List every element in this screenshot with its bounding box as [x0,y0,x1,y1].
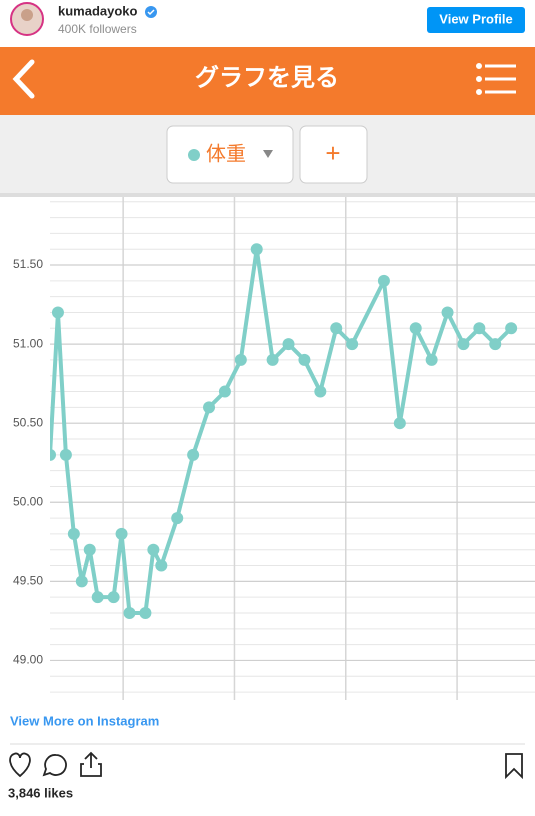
data-point [409,322,422,335]
save-icon[interactable] [505,753,523,780]
data-point [377,274,390,287]
data-point [107,591,120,604]
data-point [187,448,200,461]
data-point [282,338,295,351]
data-point [91,591,104,604]
data-point [83,543,96,556]
data-point [250,243,263,256]
data-point [457,338,470,351]
toolbar-shadow [0,193,535,197]
data-point [203,401,216,414]
data-point [330,322,343,335]
followers: 400K followers [58,22,137,36]
add-label[interactable]: + [325,138,340,168]
data-point [171,512,184,525]
y-tick-label: 51.50 [13,257,43,271]
view-profile-button[interactable] [427,7,525,33]
series-dot [188,149,200,161]
data-point [67,527,80,540]
data-point [441,306,454,319]
data-point [218,385,231,398]
y-tick-label: 49.00 [13,653,43,667]
data-point [393,417,406,430]
share-icon[interactable] [80,751,102,777]
data-point [115,527,128,540]
chart: 49.00 49.50 50.00 50.50 51.00 51.50 [13,197,535,700]
data-point [489,338,502,351]
avatar-face [21,9,33,21]
verified-check [147,9,155,16]
data-point [473,322,486,335]
view-more-link[interactable]: View More on Instagram [10,713,159,728]
data-point [139,607,152,620]
plot-area [50,243,518,620]
data-point [425,353,438,366]
series-line [50,247,513,616]
series-name[interactable]: 体重 [206,142,246,165]
data-point [75,575,88,588]
view-profile-label[interactable]: View Profile [439,11,512,26]
data-point [314,385,327,398]
data-point [346,338,359,351]
comment-icon[interactable] [42,754,67,777]
data-point [298,353,311,366]
series-dropdown[interactable] [166,125,294,184]
y-tick-label: 50.00 [13,494,43,508]
data-point [50,448,56,461]
app-title: グラフを見る [195,64,339,91]
y-tick-label: 50.50 [13,415,43,429]
add-button[interactable] [299,125,368,184]
likes: 3,846 likes [8,785,73,800]
data-point [234,353,247,366]
y-tick-label: 49.50 [13,574,43,588]
data-point [266,353,279,366]
data-point [123,607,136,620]
menu-icon[interactable] [476,63,517,95]
like-icon[interactable] [9,752,31,778]
y-tick-label: 51.00 [13,336,43,350]
back-icon[interactable] [12,59,35,99]
data-point [51,306,64,319]
data-point [59,448,72,461]
data-point [505,322,518,335]
dropdown-arrow [263,150,273,158]
data-point [147,543,160,556]
app-bar [0,47,535,115]
username[interactable]: kumadayoko [58,3,138,18]
data-point [155,559,168,572]
